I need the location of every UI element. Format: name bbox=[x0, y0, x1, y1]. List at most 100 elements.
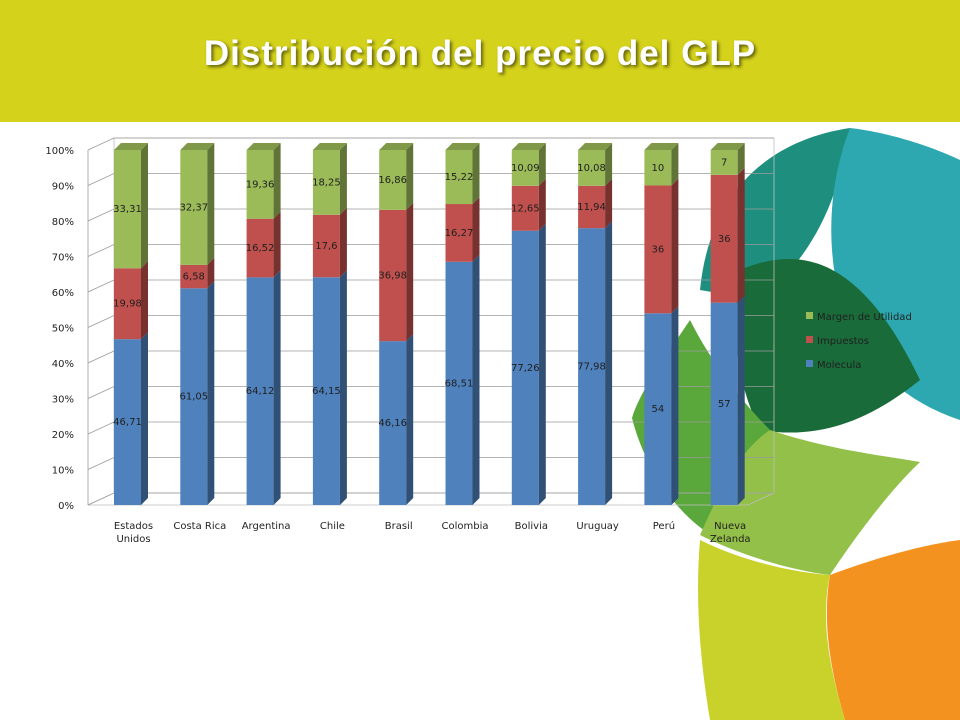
bar-segment bbox=[445, 197, 480, 262]
data-label: 6,58 bbox=[183, 272, 205, 283]
data-label: 16,86 bbox=[378, 175, 407, 186]
bar-front bbox=[511, 230, 539, 506]
bar-front bbox=[312, 150, 340, 215]
data-label: 61,05 bbox=[179, 392, 208, 403]
y-tick-label: 70% bbox=[52, 253, 74, 264]
data-label: 36,98 bbox=[378, 270, 407, 281]
bar-front bbox=[578, 185, 606, 229]
data-label: 33,31 bbox=[113, 204, 142, 215]
bar-top bbox=[511, 143, 546, 150]
legend-swatch bbox=[806, 312, 813, 319]
bar-front bbox=[644, 150, 672, 186]
data-label: 32,37 bbox=[179, 202, 208, 213]
bar-side bbox=[141, 332, 148, 505]
category-label: Costa Rica bbox=[173, 521, 226, 532]
bar-segment bbox=[379, 143, 414, 210]
data-label: 57 bbox=[718, 399, 731, 410]
bar-front bbox=[114, 339, 141, 505]
gridline bbox=[87, 137, 774, 151]
bar-segment bbox=[180, 281, 215, 505]
category-label: Brasil bbox=[385, 521, 413, 532]
bar-side bbox=[141, 143, 148, 269]
bar-top bbox=[246, 143, 281, 150]
bar-side bbox=[207, 281, 215, 505]
bar-side bbox=[671, 306, 679, 505]
bar-front bbox=[180, 264, 208, 289]
data-label: 64,12 bbox=[246, 386, 275, 397]
y-tick-label: 60% bbox=[52, 288, 74, 299]
bar-segment bbox=[710, 295, 745, 505]
bar-segment bbox=[114, 332, 148, 505]
category-label: Argentina bbox=[242, 521, 291, 532]
bar-front bbox=[644, 313, 672, 505]
bar-top bbox=[312, 143, 347, 150]
deco-petal-dark-green bbox=[735, 258, 920, 433]
category-label: Estados bbox=[114, 521, 153, 532]
bar-side bbox=[406, 202, 414, 342]
bar-segment bbox=[379, 202, 414, 342]
bar-segment bbox=[644, 306, 679, 505]
data-labels: 46,71 19,98 33,31 61,05 6,58 32,37 64,12 16,52 1… bbox=[113, 157, 730, 429]
bar-front bbox=[180, 288, 208, 505]
data-label: 19,98 bbox=[113, 299, 142, 310]
bar-top bbox=[379, 143, 414, 150]
bar-front bbox=[180, 150, 208, 265]
bar-front bbox=[246, 218, 274, 278]
data-label: 10,08 bbox=[577, 163, 606, 174]
bar-segment bbox=[114, 261, 148, 340]
y-tick-label: 90% bbox=[52, 182, 74, 193]
bar-side bbox=[339, 143, 347, 215]
bar-front bbox=[445, 261, 473, 505]
data-label: 16,52 bbox=[246, 243, 275, 254]
legend-entry: Margen de Utilidad bbox=[817, 312, 912, 323]
y-tick-label: 10% bbox=[52, 466, 74, 477]
data-label: 19,36 bbox=[246, 179, 275, 190]
bar-top bbox=[578, 143, 613, 150]
bar-segment bbox=[180, 257, 215, 289]
chart-legend: Margen de Utilidad Impuestos Molecula bbox=[806, 312, 912, 371]
category-label: Unidos bbox=[116, 534, 150, 545]
bar-front bbox=[246, 150, 274, 219]
data-label: 36 bbox=[652, 244, 665, 255]
data-label: 77,98 bbox=[577, 362, 606, 373]
bar-front bbox=[710, 150, 738, 175]
y-tick-label: 80% bbox=[52, 217, 74, 228]
y-tick-label: 30% bbox=[52, 395, 74, 406]
bar-side bbox=[737, 143, 745, 175]
bar-side bbox=[273, 211, 281, 278]
data-label: 68,51 bbox=[445, 378, 474, 389]
bar-front bbox=[246, 277, 274, 505]
bar-front bbox=[710, 302, 738, 505]
bar-side bbox=[207, 143, 215, 265]
category-label: Perú bbox=[653, 520, 675, 532]
bar-side bbox=[605, 221, 613, 505]
bar-segment bbox=[312, 207, 347, 278]
data-label: 16,27 bbox=[445, 228, 474, 239]
y-tick-label: 100% bbox=[45, 146, 74, 157]
bar-side bbox=[472, 254, 480, 505]
bar-segment bbox=[578, 143, 613, 186]
bar-side bbox=[671, 143, 679, 186]
data-label: 7 bbox=[721, 157, 727, 168]
category-label: Nueva bbox=[714, 521, 746, 532]
data-label: 18,25 bbox=[312, 177, 341, 188]
bar-front bbox=[379, 209, 407, 342]
category-label: Uruguay bbox=[576, 521, 619, 532]
y-tick-label: 20% bbox=[52, 430, 74, 441]
bar-segment bbox=[379, 334, 414, 505]
bar-top bbox=[445, 143, 480, 150]
bar-segment bbox=[246, 270, 281, 505]
bar-segment bbox=[445, 254, 480, 505]
bar-side bbox=[605, 143, 613, 186]
bar-front bbox=[312, 277, 340, 505]
deco-petal-light-green bbox=[700, 430, 920, 575]
bar-segment bbox=[445, 143, 480, 205]
y-tick-label: 0% bbox=[58, 501, 74, 512]
bar-side bbox=[273, 270, 281, 505]
bar-side bbox=[406, 143, 414, 210]
bar-front bbox=[578, 228, 606, 505]
legend-swatch bbox=[806, 360, 813, 367]
bar-segment bbox=[114, 143, 148, 269]
bar-side bbox=[538, 223, 546, 506]
